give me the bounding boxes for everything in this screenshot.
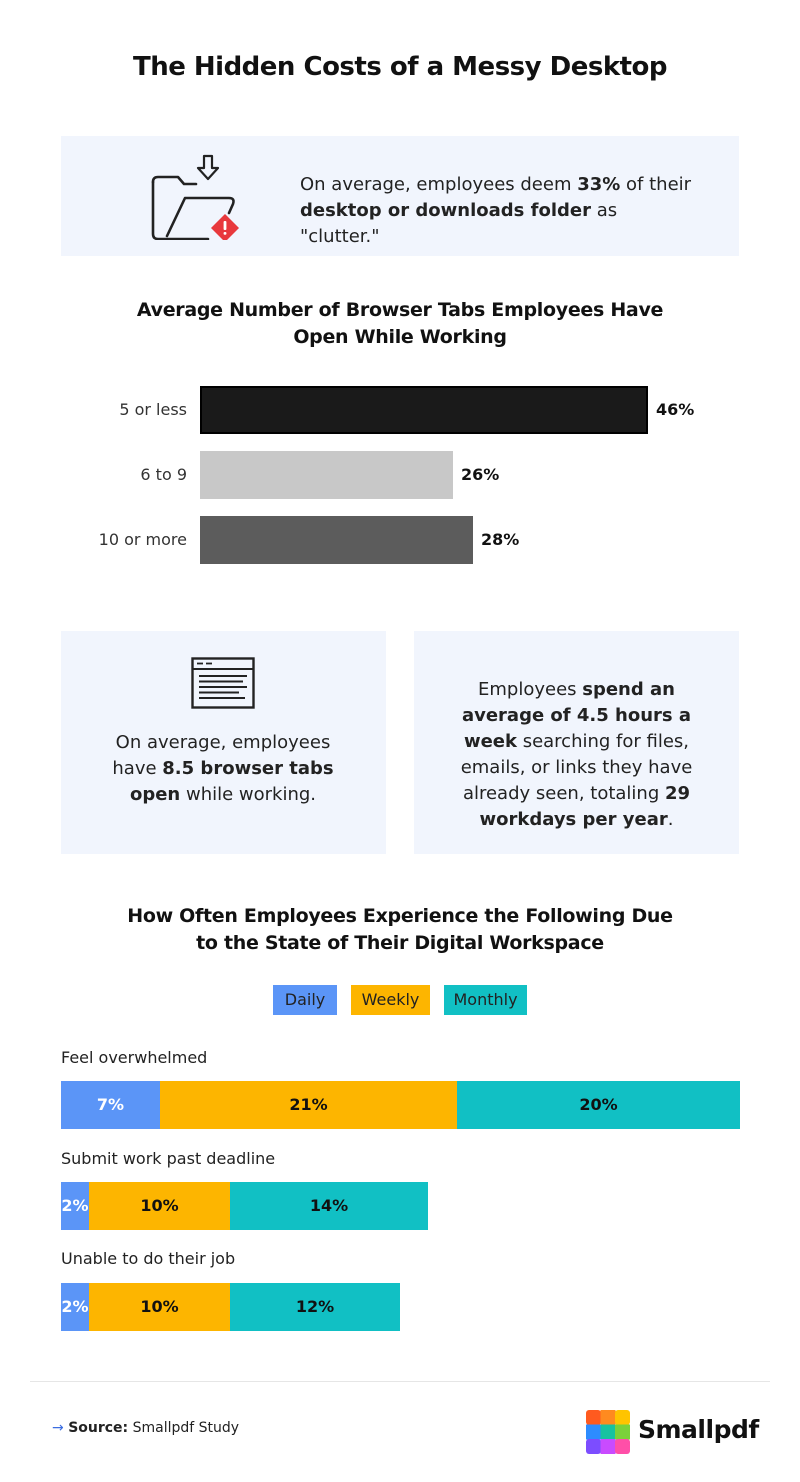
tabs-bar-row: 6 to 9 26% (0, 451, 800, 499)
brand-name: Smallpdf (638, 1415, 759, 1444)
tabs-bar-label: 10 or more (98, 530, 187, 549)
segment-monthly: 12% (230, 1283, 400, 1331)
page-title: The Hidden Costs of a Messy Desktop (132, 52, 668, 82)
search-time-text: Employees spend an average of 4.5 hours … (460, 679, 693, 830)
tabs-bar-value: 26% (461, 465, 500, 484)
smallpdf-logo-icon (586, 1410, 630, 1454)
tabs-bar-label: 6 to 9 (140, 465, 187, 484)
arrow-right-icon: → (52, 1420, 64, 1436)
segment-monthly: 20% (457, 1081, 740, 1129)
tabs-bar (200, 451, 453, 499)
frequency-category-label: Submit work past deadline (61, 1149, 276, 1168)
tabs-bar-row: 5 or less 46% (0, 386, 800, 434)
segment-monthly: 14% (230, 1182, 428, 1230)
segment-weekly: 10% (89, 1283, 230, 1331)
frequency-chart-title: How Often Employees Experience the Follo… (127, 905, 673, 954)
tabs-bar (200, 386, 648, 434)
segment-daily: 7% (61, 1081, 160, 1129)
legend-monthly: Monthly (444, 985, 527, 1015)
tabs-bar (200, 516, 473, 564)
frequency-stacked-bar: 2% 10% 12% (61, 1283, 739, 1331)
search-time-card: Employees spend an average of 4.5 hours … (414, 631, 739, 854)
browser-window-icon (191, 657, 255, 709)
tabs-bar-value: 28% (481, 530, 520, 549)
tabs-bar-row: 10 or more 28% (0, 516, 800, 564)
segment-daily: 2% (61, 1283, 89, 1331)
folder-warning-icon (151, 154, 239, 240)
frequency-category-label: Feel overwhelmed (61, 1048, 208, 1067)
segment-weekly: 21% (160, 1081, 457, 1129)
frequency-legend: Daily Weekly Monthly (0, 985, 800, 1015)
segment-weekly: 10% (89, 1182, 230, 1230)
tabs-chart-title: Average Number of Browser Tabs Employees… (136, 299, 664, 348)
clutter-location: desktop or downloads folder (300, 200, 591, 221)
footer-divider (30, 1381, 770, 1382)
browser-tabs-text: On average, employees have 8.5 browser t… (112, 732, 334, 805)
tabs-bar-label: 5 or less (119, 400, 187, 419)
smallpdf-logo: Smallpdf (586, 1410, 759, 1454)
clutter-percent: 33% (577, 174, 621, 195)
tabs-bar-value: 46% (656, 400, 695, 419)
legend-weekly: Weekly (351, 985, 430, 1015)
source-note: → Source: Smallpdf Study (52, 1420, 240, 1436)
clutter-stat-panel: On average, employees deem 33% of their … (61, 136, 739, 256)
frequency-category-label: Unable to do their job (61, 1249, 236, 1268)
segment-daily: 2% (61, 1182, 89, 1230)
frequency-stacked-bar: 2% 10% 14% (61, 1182, 739, 1230)
browser-tabs-card: On average, employees have 8.5 browser t… (61, 631, 386, 854)
clutter-stat-text: On average, employees deem 33% of their … (300, 174, 692, 247)
legend-daily: Daily (273, 985, 337, 1015)
frequency-stacked-bar: 7% 21% 20% (61, 1081, 740, 1129)
